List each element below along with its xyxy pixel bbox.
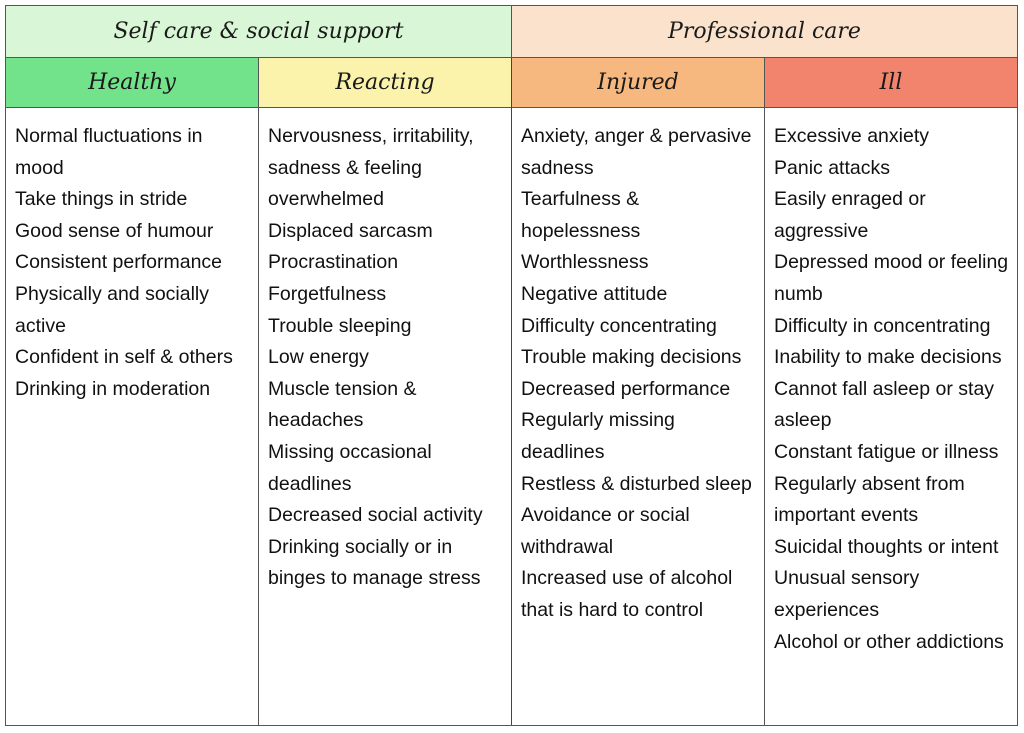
- stage-header-reacting: Reacting: [259, 58, 512, 108]
- care-group-header-row: Self care & social support Professional …: [6, 6, 1017, 58]
- symptom-item: Unusual sensory experiences: [774, 567, 920, 621]
- symptom-item: Cannot fall asleep or stay asleep: [774, 377, 995, 432]
- symptom-item: Alcohol or other addictions: [774, 630, 1004, 653]
- symptom-item: Low energy: [268, 346, 369, 369]
- symptom-item: Take things in stride: [15, 188, 188, 211]
- symptom-item: Decreased performance: [521, 377, 731, 400]
- injured-list: Anxiety, anger & pervasive sadness Tearfu…: [521, 121, 756, 627]
- symptom-item: Panic attacks: [774, 156, 890, 179]
- symptom-item: Difficulty in concentrating: [774, 314, 991, 337]
- self-care-group-header: Self care & social support: [6, 6, 512, 58]
- stage-header-row: Healthy Reacting Injured Ill: [6, 58, 1017, 108]
- symptom-item: Increased use of alcohol that is hard to…: [521, 567, 733, 621]
- ill-column: Excessive anxiety Panic attacks Easily enr…: [765, 108, 1017, 725]
- symptom-item: Physically and socially active: [15, 282, 210, 337]
- symptom-item: Nervousness, irritability, sadness & fee…: [268, 125, 474, 211]
- symptom-item: Easily enraged or aggressive: [774, 188, 926, 242]
- symptom-item: Tearfulness & hopelessness: [521, 188, 641, 242]
- symptom-item: Avoidance or social withdrawal: [521, 504, 690, 558]
- symptom-item: Inability to make decisions: [774, 346, 1002, 369]
- symptom-item: Drinking socially or in binges to manage…: [268, 535, 481, 590]
- symptom-body-row: Normal fluctuations in mood Take things i…: [6, 108, 1017, 725]
- symptom-item: Difficulty concentrating: [521, 314, 717, 337]
- symptom-item: Negative attitude: [521, 282, 668, 305]
- symptom-item: Forgetfulness: [268, 282, 387, 305]
- reacting-list: Nervousness, irritability, sadness & fee…: [268, 121, 503, 595]
- symptom-item: Trouble making decisions: [521, 346, 742, 369]
- symptom-item: Worthlessness: [521, 251, 649, 274]
- symptom-item: Displaced sarcasm: [268, 219, 433, 242]
- stage-header-healthy: Healthy: [6, 58, 259, 108]
- symptom-item: Depressed mood or feeling numb: [774, 251, 1009, 305]
- reacting-column: Nervousness, irritability, sadness & fee…: [259, 108, 512, 725]
- injured-column: Anxiety, anger & pervasive sadness Tearfu…: [512, 108, 765, 725]
- ill-list: Excessive anxiety Panic attacks Easily enr…: [774, 121, 1009, 658]
- symptom-item: Trouble sleeping: [268, 314, 412, 337]
- mental-health-continuum-table: Self care & social support Professional …: [5, 5, 1018, 726]
- professional-care-group-header: Professional care: [512, 6, 1017, 58]
- symptom-item: Procrastination: [268, 251, 399, 274]
- symptom-item: Drinking in moderation: [15, 377, 211, 400]
- symptom-item: Anxiety, anger & pervasive sadness: [521, 125, 752, 179]
- healthy-list: Normal fluctuations in mood Take things i…: [15, 121, 250, 405]
- symptom-item: Confident in self & others: [15, 346, 233, 369]
- symptom-item: Restless & disturbed sleep: [521, 472, 752, 495]
- symptom-item: Decreased social activity: [268, 504, 483, 527]
- symptom-item: Suicidal thoughts or intent: [774, 535, 999, 558]
- symptom-item: Regularly missing deadlines: [521, 409, 675, 463]
- symptom-item: Consistent performance: [15, 251, 223, 274]
- stage-header-ill: Ill: [765, 58, 1017, 108]
- symptom-item: Normal fluctuations in mood: [15, 125, 203, 179]
- healthy-column: Normal fluctuations in mood Take things i…: [6, 108, 259, 725]
- symptom-item: Regularly absent from important events: [774, 472, 965, 527]
- symptom-item: Excessive anxiety: [774, 125, 929, 147]
- stage-header-injured: Injured: [512, 58, 765, 108]
- symptom-item: Muscle tension & headaches: [268, 377, 417, 432]
- symptom-item: Good sense of humour: [15, 219, 214, 242]
- symptom-item: Constant fatigue or illness: [774, 440, 999, 463]
- symptom-item: Missing occasional deadlines: [268, 440, 432, 495]
